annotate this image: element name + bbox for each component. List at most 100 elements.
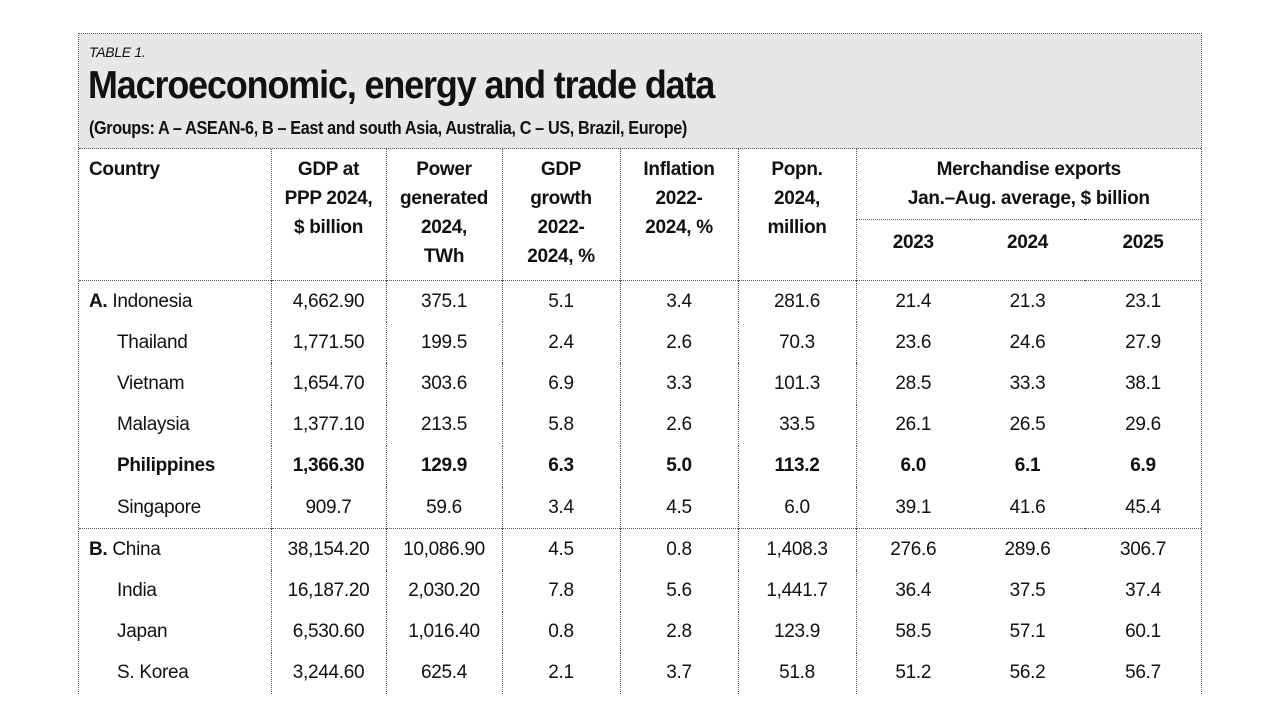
gdp-growth-cell: 7.8 (502, 570, 621, 612)
exports-2025-cell: 23.1 (1125, 290, 1161, 312)
exports-2023-cell: 21.4 (895, 290, 932, 312)
power-generated-cell: 1,016.40 (386, 611, 503, 653)
power-generated-cell: 129.9 (386, 445, 503, 487)
exports-2023-cell: 39.1 (895, 496, 932, 518)
inflation-cell: 3.7 (620, 652, 739, 694)
gdp-growth-cell: 5.1 (502, 280, 621, 323)
gdp-ppp-cell: 1,771.50 (271, 322, 387, 364)
population-cell: 1,408.3 (738, 528, 857, 571)
exports-2025-cell: 306.7 (1085, 528, 1202, 571)
exports-2023-cell: 26.1 (895, 414, 932, 436)
power-generated-cell: 199.5 (386, 322, 503, 364)
exports-2025-cell: 60.1 (1125, 621, 1161, 643)
table-row: S. Korea 3,244.60 625.4 2.1 3.7 51.8 51.2 56.2 5… (79, 652, 1201, 694)
country-cell: Malaysia (79, 404, 272, 446)
country-cell: Thailand (79, 322, 272, 364)
col-header-merchandise-exports: Merchandise exports Jan.–Aug. average, $… (907, 159, 1150, 209)
exports-2024-cell: 37.5 (1009, 579, 1046, 601)
col-header-exports-2023: 2023 (856, 219, 970, 281)
gdp-growth-cell: 0.8 (502, 611, 621, 653)
exports-2024-cell: 41.6 (1009, 496, 1046, 518)
country-name: Thailand (117, 331, 188, 353)
exports-2025-cell: 38.1 (1125, 372, 1161, 394)
inflation-cell: 2.8 (620, 611, 739, 653)
country-cell: Japan (79, 611, 272, 653)
country-cell: A. Indonesia (79, 280, 272, 323)
exports-2023-cell: 51.2 (895, 662, 932, 684)
gdp-ppp-cell: 1,366.30 (271, 445, 387, 487)
table-row: Thailand 1,771.50 199.5 2.4 2.6 70.3 23.6 24.6 2… (79, 322, 1201, 364)
population-cell: 113.2 (738, 445, 857, 487)
table-header-banner: TABLE 1. Macroeconomic, energy and trade… (79, 34, 1201, 149)
population-cell: 123.9 (738, 611, 857, 653)
exports-2024-cell: 289.6 (970, 528, 1085, 571)
table-subtitle: (Groups: A – ASEAN-6, B – East and south… (89, 118, 687, 138)
power-generated-cell: 625.4 (386, 652, 503, 694)
population-cell: 70.3 (738, 322, 857, 364)
gdp-growth-cell: 2.4 (502, 322, 621, 364)
country-name: Philippines (117, 455, 216, 477)
inflation-cell: 3.3 (620, 363, 739, 405)
country-cell: Philippines (79, 445, 272, 487)
country-name: S. Korea (117, 662, 189, 684)
table-row: Japan 6,530.60 1,016.40 0.8 2.8 123.9 58.5 57.1… (79, 611, 1201, 653)
country-cell: B. China (79, 528, 272, 571)
col-header-country: Country (79, 149, 272, 281)
exports-2024-cell: 33.3 (1009, 372, 1046, 394)
col-header-exports-2025: 2025 (1085, 219, 1202, 281)
exports-2024-cell: 24.6 (1009, 331, 1046, 353)
gdp-growth-cell: 6.9 (502, 363, 621, 405)
group-label: A. (89, 290, 108, 312)
gdp-ppp-cell: 6,530.60 (271, 611, 387, 653)
inflation-cell: 3.4 (620, 280, 739, 323)
exports-2025-cell: 6.9 (1130, 455, 1156, 477)
table-title: Macroeconomic, energy and trade data (88, 64, 715, 107)
country-name: Malaysia (117, 414, 190, 436)
inflation-cell: 0.8 (620, 528, 739, 571)
col-header-gdp-ppp: GDP at PPP 2024, $ billion (271, 149, 387, 281)
gdp-ppp-cell: 909.7 (271, 486, 387, 529)
table-row: Vietnam 1,654.70 303.6 6.9 3.3 101.3 28.5 33.3 3… (79, 363, 1201, 405)
table-row: A. Indonesia 4,662.90 375.1 5.1 3.4 281.6 21.4… (79, 280, 1201, 323)
exports-2024-cell: 6.1 (1014, 455, 1041, 477)
country-name: India (117, 579, 157, 601)
table-frame: TABLE 1. Macroeconomic, energy and trade… (78, 33, 1202, 694)
exports-2024-cell: 21.3 (1009, 290, 1046, 312)
gdp-ppp-cell: 4,662.90 (271, 280, 387, 323)
exports-2025-cell: 45.4 (1125, 496, 1161, 518)
population-cell: 6.0 (738, 486, 857, 529)
exports-2025-cell: 27.9 (1125, 331, 1161, 353)
gdp-growth-cell: 4.5 (502, 528, 621, 571)
population-cell: 33.5 (738, 404, 857, 446)
population-cell: 51.8 (738, 652, 857, 694)
gdp-growth-cell: 6.3 (502, 445, 621, 487)
table-row: B. China 38,154.20 10,086.90 4.5 0.8 1,408.3 2… (79, 528, 1202, 571)
table-label: TABLE 1. (89, 44, 146, 60)
gdp-growth-cell: 5.8 (502, 404, 621, 446)
table-row: India 16,187.20 2,030.20 7.8 5.6 1,441.7 36.4 3… (79, 570, 1201, 612)
country-name: Singapore (117, 496, 201, 518)
power-generated-cell: 303.6 (386, 363, 503, 405)
inflation-cell: 4.5 (620, 486, 739, 529)
group-label: B. (89, 538, 108, 560)
inflation-cell: 2.6 (620, 404, 739, 446)
table-row: Singapore 909.7 59.6 3.4 4.5 6.0 39.1 41.6 45.4 (79, 486, 1201, 529)
data-table: Country GDP at PPP 2024, $ billion Power… (79, 149, 1202, 694)
table-head: Country GDP at PPP 2024, $ billion Power… (79, 149, 1202, 281)
population-cell: 1,441.7 (738, 570, 857, 612)
power-generated-cell: 59.6 (386, 486, 503, 529)
col-header-exports-2024: 2024 (970, 219, 1085, 281)
country-cell: India (79, 570, 272, 612)
gdp-ppp-cell: 1,654.70 (271, 363, 387, 405)
col-header-inflation: Inflation 2022- 2024, % (620, 149, 739, 281)
table-body: A. Indonesia 4,662.90 375.1 5.1 3.4 281.6 21.4… (79, 280, 1202, 694)
population-cell: 281.6 (738, 280, 857, 323)
country-name: Vietnam (117, 372, 185, 394)
country-name: China (112, 538, 161, 560)
table-row: Malaysia 1,377.10 213.5 5.8 2.6 33.5 26.1 26.5 2… (79, 404, 1201, 446)
gdp-growth-cell: 3.4 (502, 486, 621, 529)
power-generated-cell: 2,030.20 (386, 570, 503, 612)
inflation-cell: 5.6 (620, 570, 739, 612)
country-cell: Singapore (79, 486, 272, 529)
inflation-cell: 5.0 (620, 445, 739, 487)
